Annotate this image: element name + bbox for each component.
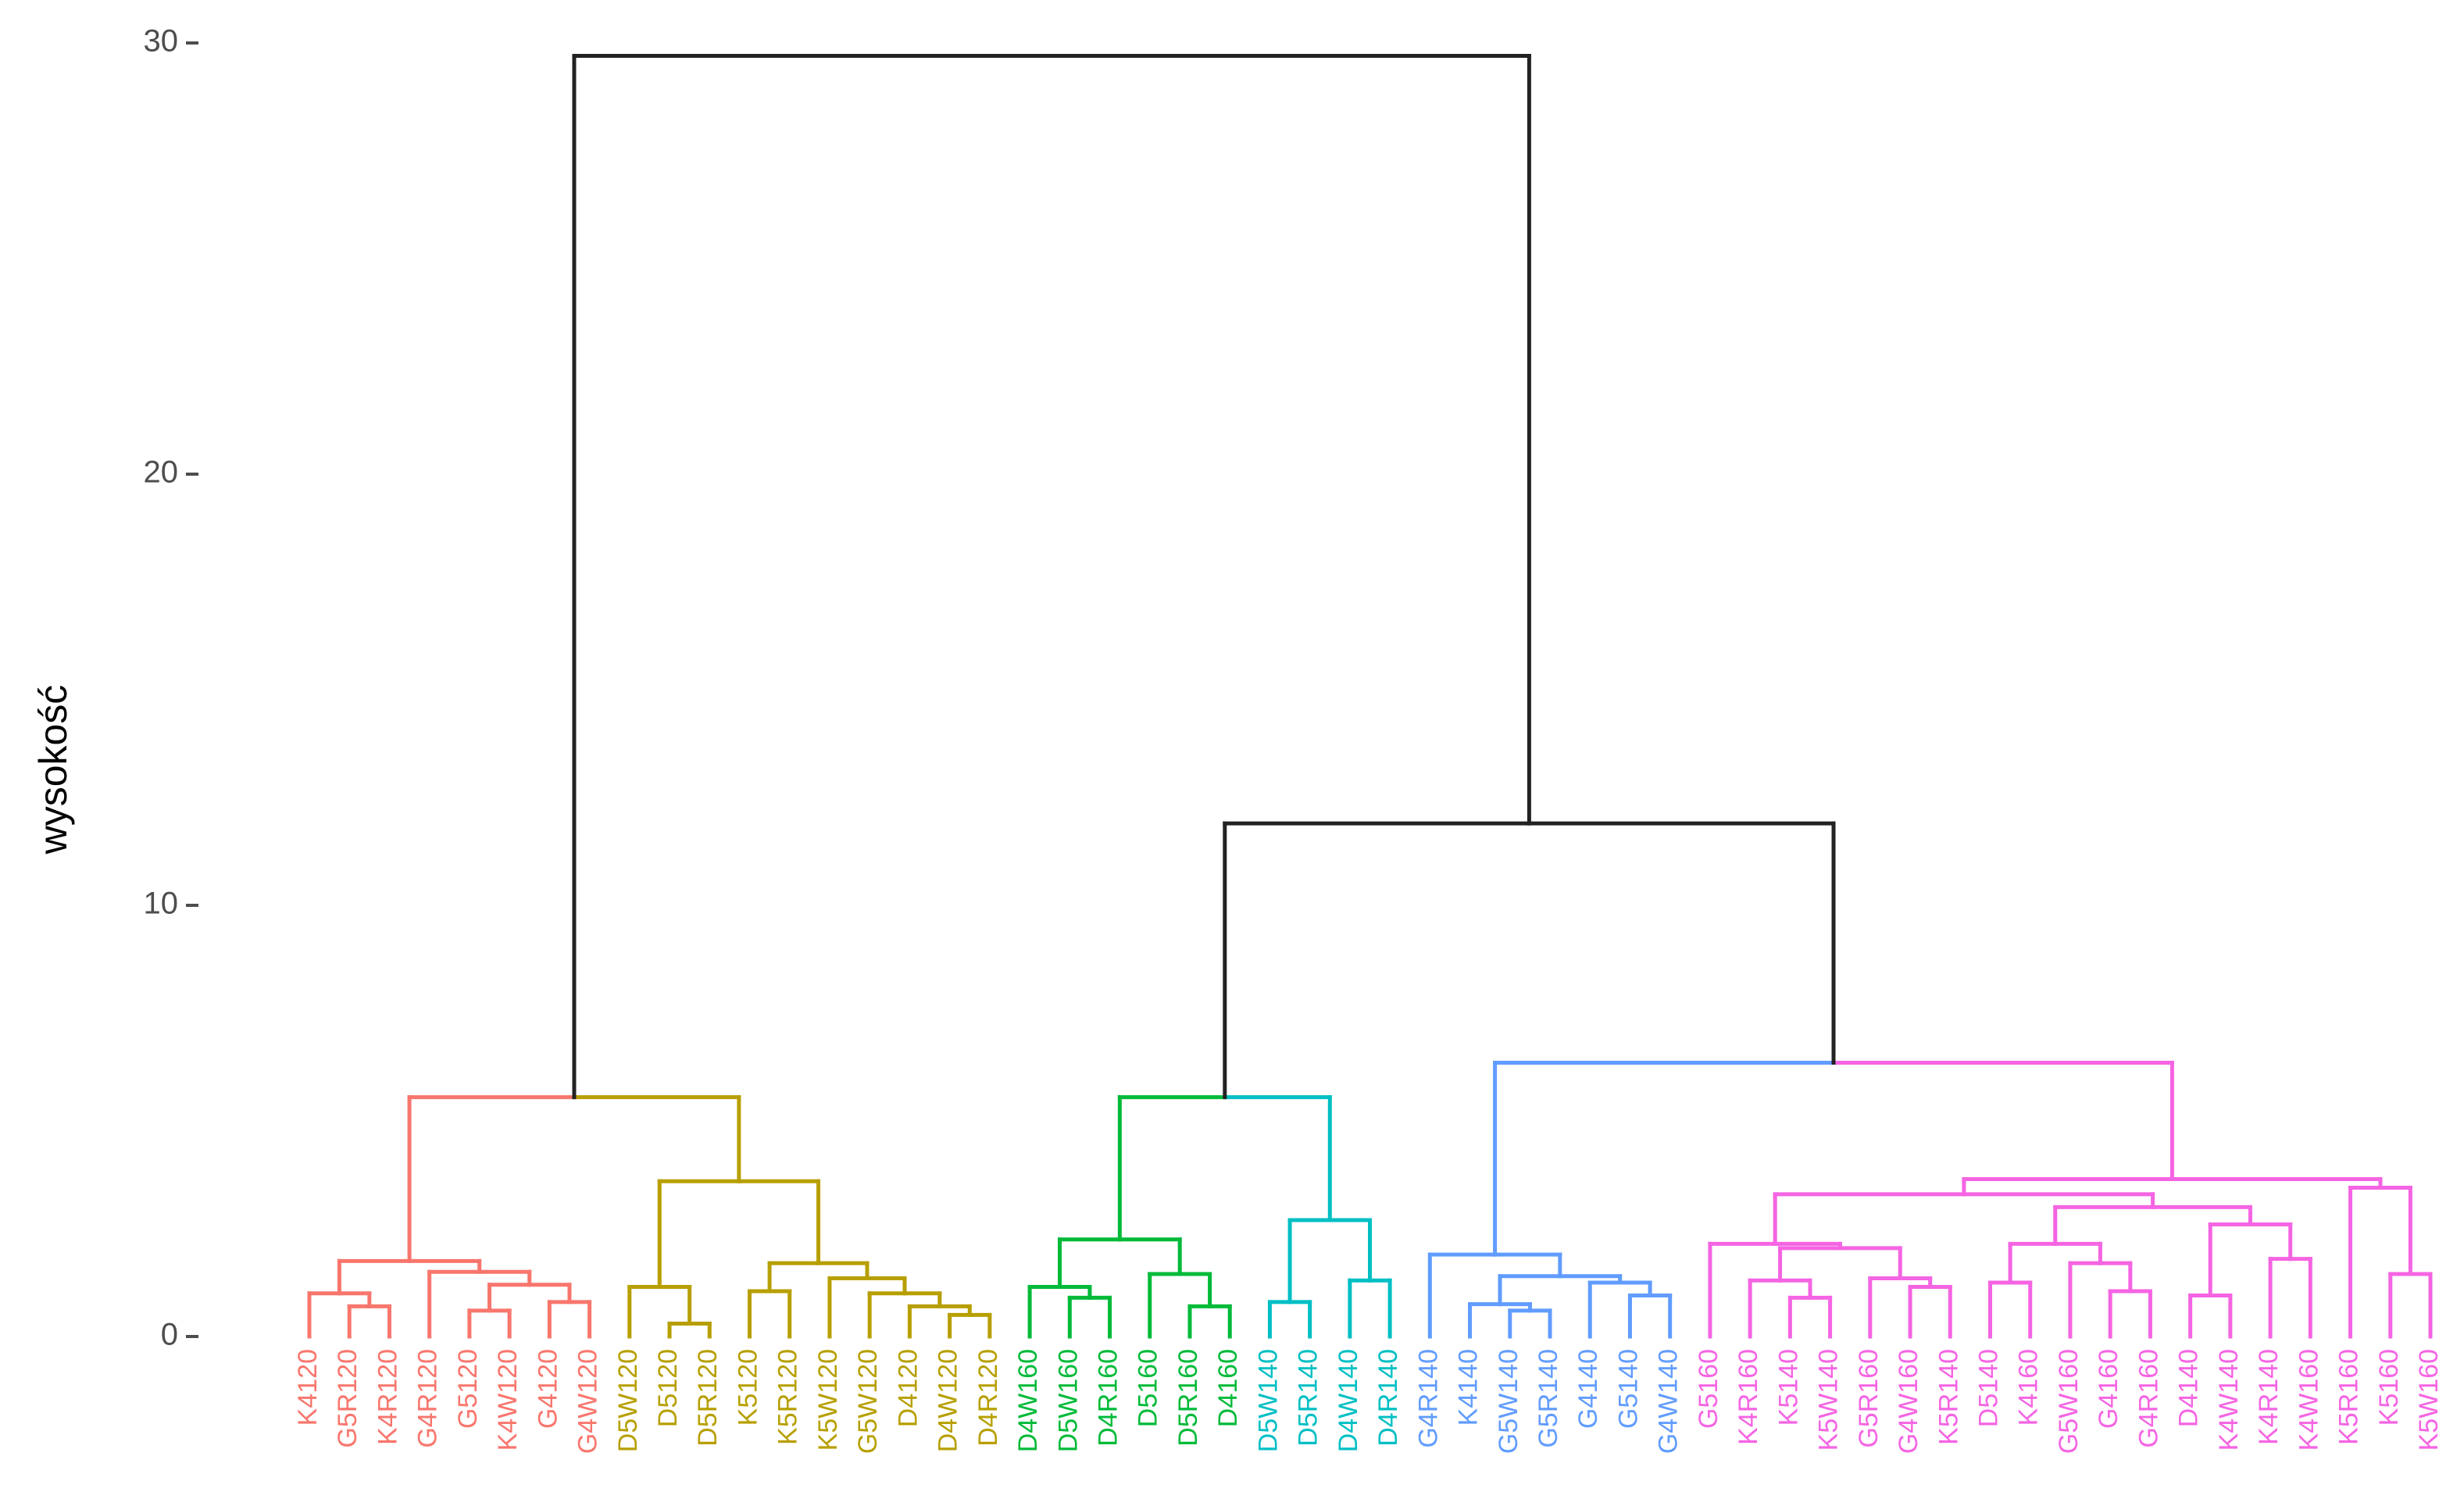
y-tick-label: 20 [144,455,179,490]
leaf-label: D5W120 [613,1349,643,1452]
leaf-label: D4R120 [973,1349,1003,1447]
leaf-label: K5140 [1773,1349,1803,1426]
leaf-label: D4W120 [934,1349,963,1452]
leaf-label: G4W140 [1654,1349,1684,1454]
leaf-label: D4W160 [1013,1349,1043,1452]
leaf-label: D5R140 [1294,1349,1323,1447]
leaf-label: D4W140 [1334,1349,1363,1452]
leaf-label: G4R120 [413,1349,443,1448]
leaf-label: G5W160 [2054,1349,2084,1454]
leaf-label: G5R140 [1534,1349,1563,1448]
leaf-label: K4R140 [2254,1349,2284,1445]
leaf-label: D4R160 [1094,1349,1123,1447]
leaf-label: G4R160 [2134,1349,2163,1448]
leaf-label: K5160 [2374,1349,2404,1426]
y-tick-label: 0 [161,1318,178,1352]
leaf-label: D4R140 [1373,1349,1403,1447]
leaf-label: G4160 [2094,1349,2123,1429]
leaf-label: G5160 [1694,1349,1723,1429]
leaf-label: D5160 [1134,1349,1163,1427]
leaf-label: K5R160 [2334,1349,2364,1445]
leaf-label: K5120 [733,1349,762,1426]
leaf-label: D4120 [893,1349,923,1427]
leaf-label: K5R120 [773,1349,803,1445]
leaf-label: K4W120 [493,1349,523,1451]
leaf-label: G5W120 [853,1349,883,1454]
leaf-label: K5W140 [1814,1349,1844,1451]
leaf-label: K5W120 [813,1349,843,1451]
leaf-label: D5W140 [1253,1349,1283,1452]
leaf-label: K5R140 [1934,1349,1963,1445]
leaf-label: G5W140 [1494,1349,1523,1454]
leaf-label: G5R160 [1854,1349,1884,1448]
leaf-label: G4W160 [1894,1349,1923,1454]
leaf-label: D5R160 [1173,1349,1203,1447]
y-axis-label: wysokość [31,685,75,855]
leaf-label: G4R140 [1413,1349,1443,1448]
leaf-label: K4W160 [2294,1349,2323,1451]
y-tick-label: 30 [144,24,179,59]
leaf-label: K4R160 [1734,1349,1763,1445]
leaf-label: K4120 [293,1349,323,1426]
leaf-label: G5120 [453,1349,483,1429]
leaf-label: K4R120 [373,1349,402,1445]
leaf-label: G4140 [1573,1349,1603,1429]
leaf-label: K4160 [2014,1349,2044,1426]
leaf-label: D4160 [1213,1349,1243,1427]
leaf-label: D4140 [2174,1349,2204,1427]
leaf-label: D5R120 [693,1349,723,1447]
leaf-label: D5120 [653,1349,683,1427]
leaf-label: G4W120 [573,1349,603,1454]
leaf-label: K5W160 [2414,1349,2444,1451]
y-tick-label: 10 [144,887,179,921]
leaf-label: G5R120 [333,1349,362,1448]
leaf-label: K4W140 [2214,1349,2244,1451]
leaf-label: G5140 [1613,1349,1643,1429]
leaf-label: G4120 [533,1349,562,1429]
leaf-label: D5140 [1973,1349,2003,1427]
leaf-label: K4140 [1454,1349,1484,1426]
leaf-label: D5W160 [1053,1349,1083,1452]
